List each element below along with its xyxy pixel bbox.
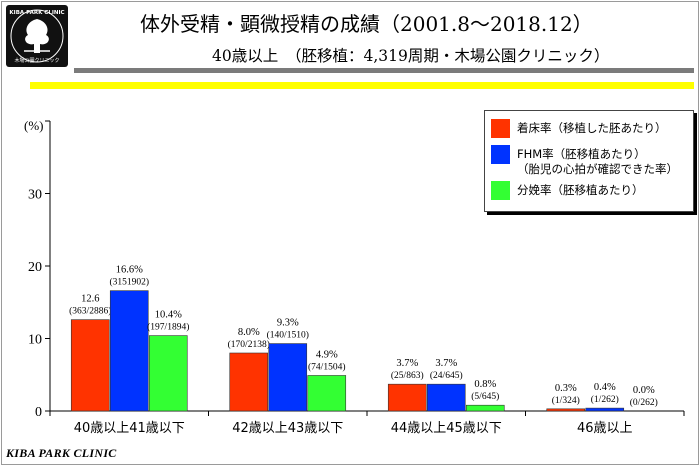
data-label-value: 16.6% <box>116 265 143 276</box>
data-label-value: 3.7% <box>435 358 457 369</box>
data-label-value: 9.3% <box>277 318 299 329</box>
y-axis-label: (%) <box>24 118 44 133</box>
bar <box>465 404 505 412</box>
legend-label-implantation: 着床率（移植した胚あたり） <box>517 121 667 135</box>
data-label-count: (170/2138) <box>228 339 270 350</box>
page-title: 体外受精・顕微授精の成績（2001.8〜2018.12） <box>140 12 593 36</box>
x-tick-label: 46歳以上 <box>577 421 633 436</box>
data-label-value: 0.8% <box>474 379 496 390</box>
legend-swatch-delivery <box>491 181 510 200</box>
data-label-count: (140/1510) <box>267 330 309 341</box>
bar <box>307 375 347 412</box>
data-label-value: 4.9% <box>316 349 338 360</box>
legend-label-fhm-note: （胎児の心拍が確認できた率） <box>517 162 678 176</box>
data-label-count: (363/2886) <box>69 306 111 317</box>
header-rule-grey <box>74 68 694 73</box>
data-label-value: 8.0% <box>238 327 260 338</box>
y-tick-label: 10 <box>28 333 42 348</box>
bar <box>229 352 269 412</box>
logo-text: KIBA PARK CLINIC <box>9 10 64 16</box>
data-label-count: (1/324) <box>552 395 580 406</box>
bar <box>148 335 188 412</box>
data-label-count: (3151902) <box>109 277 149 288</box>
y-tick-label: 0 <box>35 405 42 420</box>
chart-legend: 着床率（移植した胚あたり） FHM率（胚移植あたり） （胎児の心拍が確認できた率… <box>484 110 694 212</box>
legend-label-fhm: FHM率（胚移植あたり） <box>517 147 646 161</box>
footer-clinic-name: KIBA PARK CLINIC <box>6 446 117 460</box>
bar <box>109 290 149 412</box>
data-label-count: (197/1894) <box>147 322 189 333</box>
bar <box>585 407 625 412</box>
data-label-value: 0.0% <box>633 385 655 396</box>
data-label-value: 12.6 <box>81 294 99 305</box>
legend-swatch-implantation <box>491 119 510 138</box>
data-label-value: 0.3% <box>555 383 577 394</box>
data-label-count: (24/645) <box>430 370 463 381</box>
logo-subtext: 木場公園クリニック <box>14 57 59 64</box>
data-label-count: (1/262) <box>591 394 619 405</box>
data-label-count: (0/262) <box>630 397 658 408</box>
clinic-logo: KIBA PARK CLINIC 木場公園クリニック <box>6 5 68 67</box>
y-tick-label: 30 <box>28 188 42 203</box>
bar <box>426 383 466 412</box>
data-label-count: (74/1504) <box>308 361 345 372</box>
x-tick-label: 44歳以上45歳以下 <box>391 421 502 436</box>
data-label-value: 3.7% <box>396 358 418 369</box>
data-label-count: (25/863) <box>391 370 424 381</box>
data-label-value: 0.4% <box>594 382 616 393</box>
header-rule-yellow <box>30 82 694 89</box>
logo-tree-icon: KIBA PARK CLINIC 木場公園クリニック <box>9 9 65 64</box>
page-subtitle: 40歳以上 （胚移植：4,319周期・木場公園クリニック） <box>212 47 610 65</box>
y-tick-label: 20 <box>28 260 42 275</box>
x-tick-label: 40歳以上41歳以下 <box>74 421 185 436</box>
bar <box>268 343 308 412</box>
legend-swatch-fhm <box>491 145 510 164</box>
bar <box>387 383 427 412</box>
bar <box>546 408 586 412</box>
x-tick-label: 42歳以上43歳以下 <box>232 421 343 436</box>
legend-label-delivery: 分娩率（胚移植あたり） <box>517 183 644 197</box>
bar <box>70 319 110 412</box>
data-label-count: (5/645) <box>471 391 499 402</box>
data-label-value: 10.4% <box>155 310 182 321</box>
